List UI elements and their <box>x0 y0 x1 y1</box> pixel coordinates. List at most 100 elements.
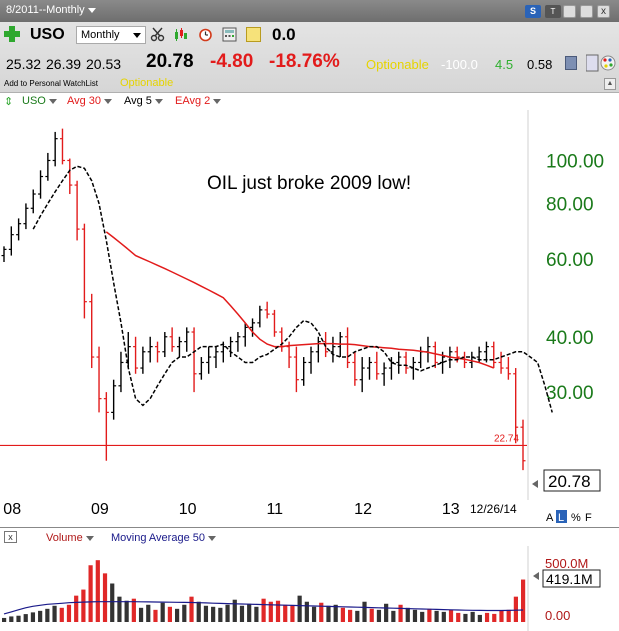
volume-bar <box>182 604 187 622</box>
volume-bar <box>513 596 518 622</box>
period-select-value: Monthly <box>81 29 120 41</box>
legend-eavg2[interactable]: EAvg 2 <box>175 95 222 107</box>
price-chart[interactable]: 100.00 80.00 60.00 40.00 30.00 22.74 20.78 08 09… <box>0 110 619 527</box>
volume-bar <box>448 609 454 622</box>
palette-icon[interactable] <box>586 53 616 73</box>
sync-button[interactable]: S <box>525 5 541 18</box>
volume-bar <box>297 595 302 622</box>
volume-bar <box>463 613 468 622</box>
volume-bar <box>405 607 410 622</box>
chart-annotation: OIL just broke 2009 low! <box>207 173 412 194</box>
legend-symbol[interactable]: USO <box>22 95 57 107</box>
add-to-watchlist-link[interactable]: Add to Personal WatchList <box>4 79 98 88</box>
volume-bar <box>196 601 201 622</box>
indicator-label[interactable]: A <box>546 512 554 524</box>
volume-bar <box>326 605 331 622</box>
chart-legend: ⇕ USO Avg 30 Avg 5 EAvg 2 <box>0 93 619 109</box>
panel-separator[interactable] <box>0 527 619 528</box>
volume-bar <box>290 605 295 622</box>
volume-bar <box>427 608 432 622</box>
volume-bar <box>376 609 382 622</box>
indicator-l-highlight <box>556 510 567 523</box>
volume-bar <box>311 606 317 622</box>
volume-tick-label: 500.0M <box>545 556 588 571</box>
candlestick-icon[interactable] <box>173 27 188 42</box>
volume-bar <box>95 560 100 622</box>
volume-bar <box>146 604 151 622</box>
quote-value-2: 4.5 <box>495 57 514 72</box>
last-price-box <box>543 469 601 492</box>
volume-bar <box>384 603 389 622</box>
legend-avg5[interactable]: Avg 5 <box>124 95 163 107</box>
symbol-toolbar: USO Monthly 0.0 <box>0 23 619 47</box>
volume-bar <box>521 579 526 622</box>
tools-button[interactable]: T <box>545 5 561 18</box>
volume-bar <box>477 614 482 622</box>
chevron-down-icon <box>133 33 141 38</box>
volume-bar <box>247 603 252 622</box>
volume-bar <box>175 608 180 622</box>
volume-bar <box>369 608 374 622</box>
indicator-label[interactable]: L <box>558 512 564 524</box>
volume-ma-label[interactable]: Moving Average 50 <box>111 532 216 544</box>
volume-bar <box>362 601 367 622</box>
percent-change: -18.76% <box>269 51 340 72</box>
legend-expand-icon[interactable]: ⇕ <box>4 96 14 108</box>
symbol-input[interactable]: USO <box>30 26 65 43</box>
avg5-line <box>32 165 553 413</box>
volume-bar <box>261 598 266 622</box>
volume-bar <box>506 609 511 622</box>
add-chart-icon[interactable] <box>4 26 20 42</box>
restore-window-icon[interactable] <box>580 5 593 18</box>
close-window-button[interactable]: x <box>597 5 610 18</box>
low-price: 20.53 <box>86 56 122 72</box>
volume-bar <box>45 608 50 622</box>
y-tick-label: 80.00 <box>546 194 594 215</box>
cube-icon[interactable] <box>565 56 577 70</box>
optionable-label: Optionable <box>366 57 429 72</box>
x-tick-label: 08 <box>3 501 21 518</box>
volume-ma-line <box>3 601 524 615</box>
volume-bar <box>211 606 216 622</box>
support-label: 22.74 <box>494 433 519 444</box>
high-price: 26.39 <box>46 56 82 72</box>
scroll-up-icon[interactable]: ▲ <box>604 78 616 90</box>
period-select[interactable]: Monthly <box>76 26 146 44</box>
calculator-icon[interactable] <box>222 27 237 42</box>
volume-bar <box>333 604 338 622</box>
y-tick-label: 60.00 <box>546 250 594 271</box>
save-icon[interactable] <box>563 5 576 18</box>
alarm-clock-icon[interactable] <box>198 27 213 42</box>
avg30-line <box>105 231 495 369</box>
indicator-label[interactable]: F <box>585 512 592 524</box>
legend-avg30[interactable]: Avg 30 <box>67 95 113 107</box>
title-dropdown-icon[interactable] <box>87 7 96 13</box>
y-tick-label: 100.00 <box>546 151 604 172</box>
volume-last-box <box>542 569 601 588</box>
x-tick-label: 12 <box>354 501 372 518</box>
volume-bar <box>225 604 230 622</box>
volume-bar <box>117 596 122 622</box>
scissors-icon[interactable] <box>150 27 165 42</box>
volume-label[interactable]: Volume <box>46 532 94 544</box>
volume-chart[interactable]: 500.0M 0.00 419.1M <box>0 546 619 631</box>
volume-bar <box>160 602 165 622</box>
volume-bar <box>456 612 461 622</box>
indicator-label[interactable]: % <box>571 512 581 524</box>
volume-bar <box>189 596 194 622</box>
title-bar: 8/2011--Monthly S T x <box>0 0 619 22</box>
volume-bar <box>232 599 237 622</box>
close-volume-icon[interactable]: x <box>4 531 17 543</box>
note-icon[interactable] <box>246 27 261 42</box>
volume-bar <box>88 565 93 622</box>
last-price-marker <box>532 480 538 488</box>
y-tick-label: 40.00 <box>546 328 594 349</box>
volume-bar <box>52 605 57 622</box>
quote-value-1: -100.0 <box>441 57 478 72</box>
quote-value-3: 0.58 <box>527 57 553 72</box>
x-tick-label: 11 <box>266 501 283 518</box>
volume-bar <box>203 605 209 622</box>
volume-bar <box>499 610 504 622</box>
window-title[interactable]: 8/2011--Monthly <box>6 4 96 16</box>
volume-bar <box>348 609 353 622</box>
